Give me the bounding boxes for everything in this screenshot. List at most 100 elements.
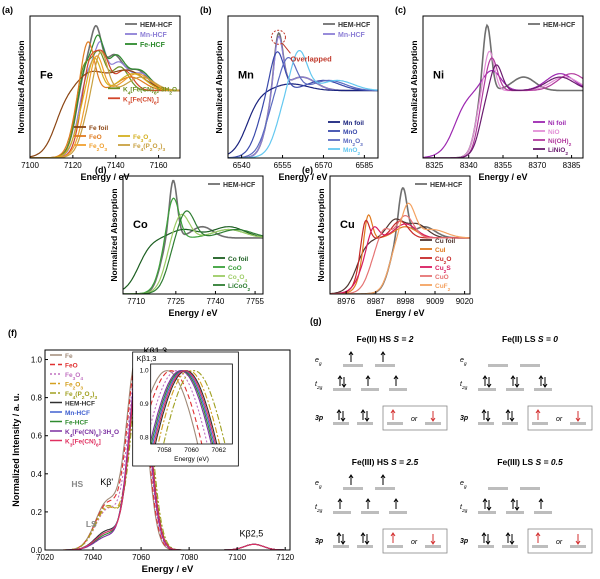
legend-bottom-label: FeO — [89, 134, 102, 141]
legend-label-part: O — [75, 372, 80, 379]
legend-label-part: Fe-HCF — [65, 420, 88, 427]
legend-ref-label-part: K — [123, 96, 128, 103]
x-axis-label: Energy / eV — [142, 564, 194, 575]
series-line-6 — [330, 202, 470, 294]
inset-line-4 — [162, 370, 226, 444]
legend-label-part: (P — [75, 391, 82, 398]
3p-electron-down-head — [509, 417, 515, 422]
legend-bottom-label: Cu foil — [435, 238, 455, 245]
legend-bottom-label-part: 4 — [148, 138, 151, 144]
legend-bottom-label-part: 2 — [150, 147, 153, 153]
x-tick-label: 7100 — [228, 553, 246, 562]
panel-label: (c) — [395, 5, 406, 15]
legend-label-part: Fe — [65, 382, 73, 389]
legend-bottom-label-part: Fe — [89, 143, 97, 150]
legend-label-part: 6 — [96, 442, 99, 448]
legend-bottom-label-part: 3 — [141, 138, 144, 144]
x-tick-label: 7740 — [207, 297, 225, 306]
legend-label-part: K — [65, 429, 70, 436]
series-group — [330, 187, 470, 294]
series-group — [423, 23, 583, 158]
panel-e: 8976 8987 8998 9009 9020 Energy / eV Normalize… — [302, 165, 474, 318]
panel-d: 7710 7725 7740 7755 Energy / eV Normalized Ab… — [95, 165, 265, 318]
legend-label: Fe2O3 — [65, 382, 83, 392]
t2g-orbital — [333, 511, 351, 514]
config-title-ion: Fe(II) HS — [357, 334, 394, 344]
legend-bottom-label-part: Cu — [435, 265, 444, 272]
inset-x-tick-label: 7060 — [184, 447, 199, 454]
legend-label-part: O — [85, 391, 90, 398]
legend-label-part: 4 — [70, 433, 73, 439]
element-label: Ni — [433, 69, 444, 81]
3p-label: 3p — [460, 415, 469, 422]
legend-top-label: HEM-HCF — [543, 22, 576, 29]
3p-orbital — [357, 545, 373, 548]
legend-bottom-label-part: 7 — [158, 147, 161, 153]
hole-up-up-head — [390, 532, 396, 537]
y-axis-label: Normalized Absorption — [214, 40, 224, 133]
kb25-label: Kβ2,5 — [240, 529, 264, 539]
legend-bottom-label-part: Mn — [343, 138, 352, 145]
series-line-4 — [228, 57, 378, 158]
legend-ref-label-part: [Fe(CN) — [130, 86, 153, 93]
x-tick-label: 8998 — [396, 297, 414, 306]
legend-bottom-label-part: O — [239, 274, 244, 281]
eg-label: eg — [315, 480, 322, 490]
legend-top-label-part: Mn-HCF — [140, 32, 168, 39]
legend-bottom-label-part: 3 — [360, 142, 363, 148]
x-tick-label: 7160 — [150, 161, 168, 170]
legend-label-part: 3 — [70, 442, 73, 448]
legend-label: Fe — [65, 353, 73, 360]
legend-bottom-label: Co3O4 — [228, 274, 247, 284]
legend-bottom-label-part: (P — [143, 143, 150, 150]
legend-top-label: HEM-HCF — [140, 22, 173, 29]
3p-electron-down-head — [509, 540, 515, 545]
legend-bottom-label-part: CoO — [228, 265, 242, 272]
legend-ref-label-part: 3 — [161, 86, 165, 93]
hole-box — [527, 528, 593, 554]
legend-label-part: 3 — [94, 395, 97, 401]
or-label: or — [556, 416, 563, 423]
hole-down-head — [430, 417, 436, 422]
t2g-label-base: t — [460, 504, 463, 511]
hole-up-up-head — [535, 532, 541, 537]
legend-bottom-label: LiNiO2 — [548, 147, 568, 157]
inset-x-axis-label: Energy (eV) — [174, 456, 209, 463]
hole-box — [527, 405, 593, 431]
3p-orbital — [532, 422, 548, 425]
config-title-spin: S = 2.5 — [391, 457, 418, 467]
legend-label: Mn-HCF — [65, 410, 90, 417]
inset-line-0 — [150, 370, 199, 444]
3p-electron-down-head — [364, 540, 370, 545]
legend-label: HEM-HCF — [65, 401, 95, 408]
series-line-3 — [423, 57, 583, 158]
3p-electron-up-head — [360, 532, 366, 537]
eg-label: eg — [460, 357, 467, 367]
3p-orbital — [357, 422, 373, 425]
inset-y-tick-label: 1.0 — [140, 368, 149, 375]
overlap-annotation: Overlapped — [290, 54, 332, 63]
x-tick-label: 8340 — [460, 161, 478, 170]
x-tick-label: 8325 — [426, 161, 444, 170]
legend-bottom-label-part: S — [446, 265, 451, 272]
config-title: Fe(II) LS S = 0 — [502, 334, 558, 344]
t2g-electron-up-head — [538, 498, 544, 503]
t2g-electron-down-head — [486, 506, 492, 511]
t2g-label-base: t — [315, 504, 318, 511]
legend-top-label-part: HEM-HCF — [338, 22, 371, 29]
legend-label-part: Fe — [65, 391, 73, 398]
t2g-electron-down-head — [514, 506, 520, 511]
x-tick-label: 8987 — [367, 297, 385, 306]
series-line-2 — [423, 50, 583, 158]
legend-bottom-label: MnO2 — [343, 147, 360, 157]
t2g-orbital — [478, 511, 496, 514]
plot-frame — [227, 15, 379, 159]
eg-electron-up-head — [380, 474, 386, 479]
3p-label: 3p — [315, 415, 324, 422]
legend-bottom-label: CuI — [435, 247, 446, 254]
legend-bottom-label: Ni foil — [548, 120, 566, 127]
series-line-0 — [423, 23, 583, 158]
t2g-orbital — [534, 388, 552, 391]
legend-bottom-label-part: NiO — [548, 129, 560, 136]
t2g-orbital — [361, 388, 379, 391]
